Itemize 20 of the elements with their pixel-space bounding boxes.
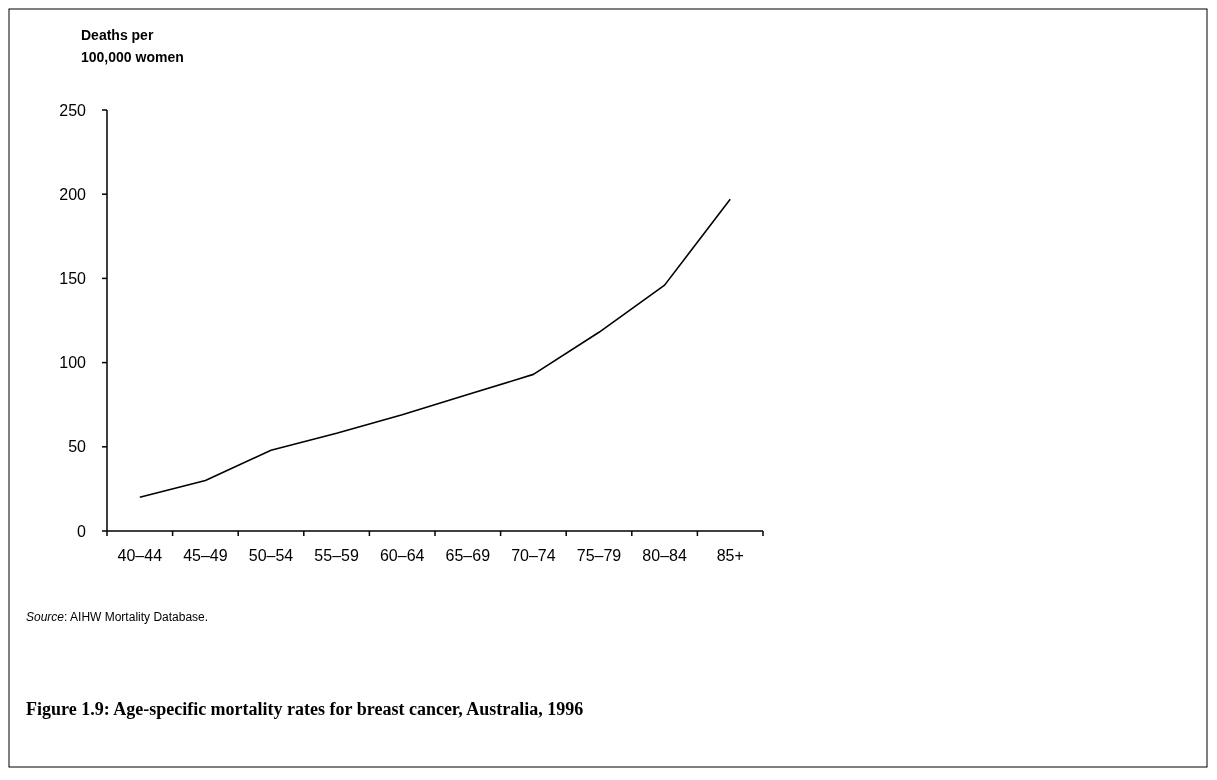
y-tick-label: 250 <box>59 101 87 119</box>
x-tick-label: 55–59 <box>314 547 359 564</box>
text: Figure 1.9: Age-specific mortality rates for breast cancer, Australia, 1996 <box>26 699 584 719</box>
line-series <box>139 198 731 499</box>
x-tick-label: 40–44 <box>117 547 163 564</box>
y-tick-label: 150 <box>59 270 87 287</box>
y-tick-label: 50 <box>68 438 87 456</box>
x-tick-label: 75–79 <box>576 547 622 564</box>
y-tick-label: 0 <box>77 522 87 540</box>
x-tick-label: 45–49 <box>183 547 228 564</box>
x-tick-label: 70–74 <box>511 547 556 564</box>
y-tick-label: 200 <box>59 185 87 203</box>
source-note: Source: AIHW Mortality Database. <box>26 610 209 624</box>
x-tick-label: 60–64 <box>379 547 425 564</box>
x-tick-label: 65–69 <box>445 547 491 564</box>
x-tick-label: 50–54 <box>248 547 294 564</box>
x-tick-label: 85+ <box>716 547 744 564</box>
x-tick-label: 80–84 <box>642 547 687 564</box>
y-axis-title: Deaths per 100,000 women <box>81 27 184 65</box>
y-tick-label: 100 <box>59 354 87 372</box>
